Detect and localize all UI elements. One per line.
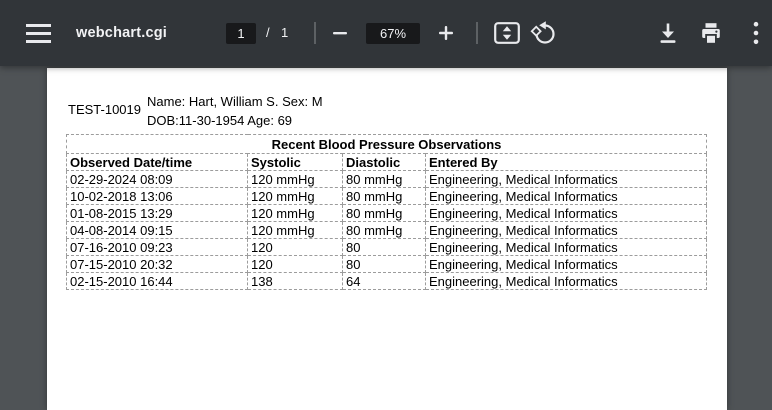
printer-icon — [702, 23, 720, 43]
table-title-row: Recent Blood Pressure Observations — [66, 134, 707, 154]
kebab-menu-icon — [753, 21, 759, 45]
column-header-diastolic: Diastolic — [342, 153, 426, 171]
print-button[interactable] — [695, 19, 727, 47]
table-cell: 64 — [342, 272, 426, 290]
minus-icon — [333, 32, 347, 35]
table-cell: Engineering, Medical Informatics — [425, 187, 707, 205]
column-header-systolic: Systolic — [247, 153, 343, 171]
table-row: 07-16-2010 09:23 120 80 Engineering, Medica… — [66, 238, 707, 256]
table-cell: Engineering, Medical Informatics — [425, 221, 707, 239]
document-title: webchart.cgi — [76, 25, 168, 41]
table-row: 02-29-2024 08:09 120 mmHg 80 mmHg Engineeri… — [66, 170, 707, 188]
table-cell: Engineering, Medical Informatics — [425, 272, 707, 290]
zoom-level-display: 67% — [366, 22, 420, 44]
patient-info-block: Name: Hart, William S. Sex: M DOB:11-30-… — [147, 92, 323, 130]
table-cell: 138 — [247, 272, 343, 290]
patient-name-line: Name: Hart, William S. Sex: M — [147, 94, 323, 109]
table-cell: 80 mmHg — [342, 204, 426, 222]
table-cell: Engineering, Medical Informatics — [425, 204, 707, 222]
rotate-counterclockwise-button[interactable] — [527, 19, 559, 47]
table-cell: 07-16-2010 09:23 — [66, 238, 248, 256]
table-cell: 120 — [247, 238, 343, 256]
table-cell: 04-08-2014 09:15 — [66, 221, 248, 239]
table-cell: 120 mmHg — [247, 187, 343, 205]
bp-observations-table: Recent Blood Pressure Observations Obser… — [66, 134, 707, 290]
table-cell: 80 mmHg — [342, 221, 426, 239]
bp-table-body: 02-29-2024 08:09 120 mmHg 80 mmHg Engineeri… — [66, 170, 707, 290]
patient-dob-line: DOB:11-30-1954 Age: 69 — [147, 113, 293, 128]
menu-button[interactable] — [20, 15, 56, 51]
table-cell: 02-15-2010 16:44 — [66, 272, 248, 290]
table-row: 02-15-2010 16:44 138 64 Engineering, Medica… — [66, 272, 707, 290]
column-header-observed: Observed Date/time — [66, 153, 248, 171]
table-row: 04-08-2014 09:15 120 mmHg 80 mmHg Engineeri… — [66, 221, 707, 239]
table-cell: 120 — [247, 255, 343, 273]
table-cell: 10-02-2018 13:06 — [66, 187, 248, 205]
table-cell: 80 — [342, 238, 426, 256]
pdf-page: TEST-10019 Name: Hart, William S. Sex: M… — [47, 68, 727, 410]
table-row: 07-15-2010 20:32 120 80 Engineering, Medica… — [66, 255, 707, 273]
toolbar-separator — [314, 22, 316, 44]
table-cell: 80 mmHg — [342, 187, 426, 205]
more-options-button[interactable] — [744, 19, 768, 47]
table-cell: 07-15-2010 20:32 — [66, 255, 248, 273]
table-cell: Engineering, Medical Informatics — [425, 170, 707, 188]
table-cell: Engineering, Medical Informatics — [425, 238, 707, 256]
hamburger-menu-icon — [25, 23, 51, 43]
download-icon — [660, 23, 676, 43]
table-cell: 01-08-2015 13:29 — [66, 204, 248, 222]
bp-table-container: Recent Blood Pressure Observations Obser… — [66, 134, 707, 290]
patient-id: TEST-10019 — [68, 102, 141, 117]
toolbar-separator — [476, 22, 478, 44]
table-header-row: Observed Date/time Systolic Diastolic En… — [66, 153, 707, 171]
table-cell: 80 mmHg — [342, 170, 426, 188]
table-title: Recent Blood Pressure Observations — [66, 134, 707, 154]
table-cell: 02-29-2024 08:09 — [66, 170, 248, 188]
table-row: 10-02-2018 13:06 120 mmHg 80 mmHg Engineeri… — [66, 187, 707, 205]
page-number-input[interactable] — [226, 22, 256, 44]
table-cell: 120 mmHg — [247, 204, 343, 222]
pdf-viewer-toolbar: webchart.cgi / 1 67% — [0, 0, 772, 66]
table-cell: 120 mmHg — [247, 221, 343, 239]
download-button[interactable] — [652, 19, 684, 47]
column-header-entered-by: Entered By — [425, 153, 707, 171]
table-row: 01-08-2015 13:29 120 mmHg 80 mmHg Engineeri… — [66, 204, 707, 222]
table-cell: Engineering, Medical Informatics — [425, 255, 707, 273]
table-cell: 120 mmHg — [247, 170, 343, 188]
fit-to-page-icon — [494, 22, 520, 44]
zoom-in-button[interactable] — [433, 20, 459, 46]
zoom-out-button[interactable] — [327, 20, 353, 46]
fit-to-page-button[interactable] — [491, 19, 523, 47]
plus-icon — [439, 26, 453, 40]
rotate-counterclockwise-icon — [530, 21, 555, 44]
page-total: 1 — [281, 25, 289, 40]
page-divider: / — [266, 25, 270, 40]
table-cell: 80 — [342, 255, 426, 273]
